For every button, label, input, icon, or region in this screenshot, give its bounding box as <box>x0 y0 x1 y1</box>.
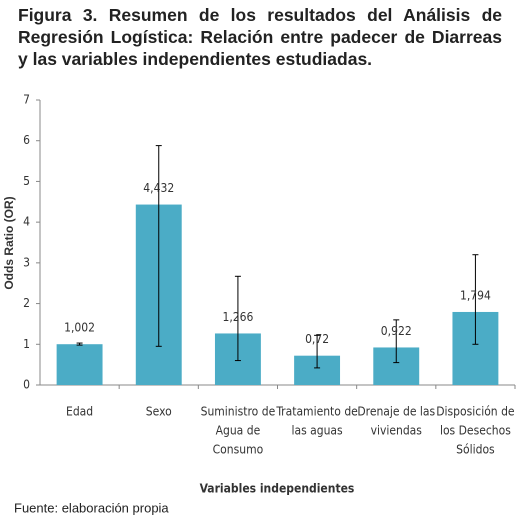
y-tick-label: 2 <box>23 296 30 310</box>
x-tick-label: las aguas <box>291 424 343 438</box>
y-axis-label: Odds Ratio (OR) <box>2 196 16 289</box>
x-tick-label: Agua de <box>216 424 261 438</box>
x-tick-label: Suministro de <box>201 405 276 419</box>
x-tick-label: Consumo <box>213 443 264 457</box>
x-axis-label: Variables independientes <box>200 482 355 496</box>
x-tick-label: Sólidos <box>456 443 495 457</box>
x-tick-label: los Desechos <box>440 424 511 438</box>
chart-title: Figura 3. Resumen de los resultados del … <box>18 5 502 69</box>
x-tick-label: Tratamiento de <box>275 405 358 419</box>
value-label: 0,72 <box>305 332 329 346</box>
y-tick-label: 6 <box>23 133 30 147</box>
value-label: 4,432 <box>143 181 174 195</box>
y-tick-label: 1 <box>23 337 30 351</box>
x-tick-label: Edad <box>66 405 93 419</box>
y-tick-label: 5 <box>23 174 30 188</box>
y-tick-label: 3 <box>23 255 30 269</box>
x-tick-label: Sexo <box>146 405 172 419</box>
x-tick-label: Drenaje de las <box>357 405 435 419</box>
x-tick-label: viviendas <box>371 424 423 438</box>
y-tick-label: 0 <box>23 378 30 392</box>
value-label: 1,266 <box>222 310 253 324</box>
x-tick-label: Disposición de <box>436 405 515 419</box>
value-label: 0,922 <box>381 324 412 338</box>
value-label: 1,794 <box>460 288 491 302</box>
value-label: 1,002 <box>64 321 95 335</box>
y-tick-label: 4 <box>23 215 30 229</box>
bar <box>56 344 103 385</box>
source-note: Fuente: elaboración propia <box>14 500 169 515</box>
y-tick-label: 7 <box>23 93 30 107</box>
